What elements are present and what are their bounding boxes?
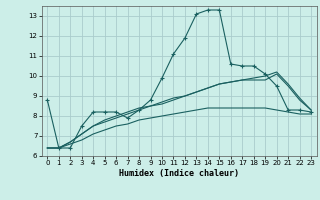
X-axis label: Humidex (Indice chaleur): Humidex (Indice chaleur) (119, 169, 239, 178)
